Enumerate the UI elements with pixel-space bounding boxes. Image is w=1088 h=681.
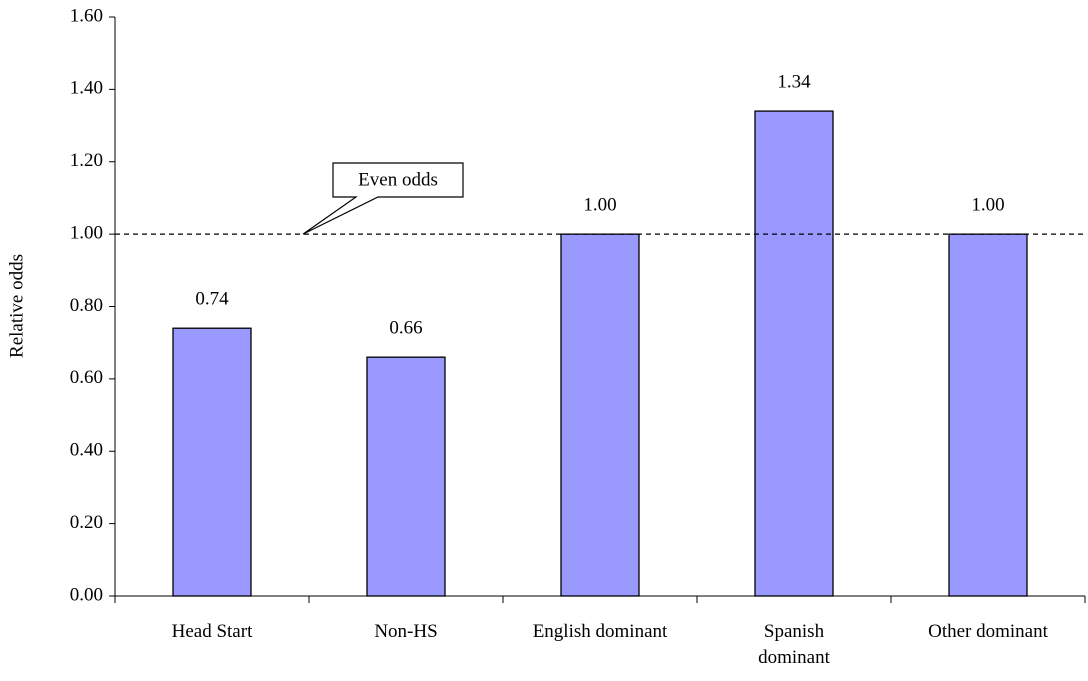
- y-tick-label: 0.80: [70, 295, 103, 316]
- y-tick-label: 0.60: [70, 367, 103, 388]
- y-tick-label: 0.20: [70, 512, 103, 533]
- y-tick-label: 1.60: [70, 5, 103, 26]
- x-tick-label: English dominant: [532, 621, 668, 642]
- annotation: Even odds: [358, 169, 438, 190]
- bar: [560, 233, 640, 597]
- x-tick-label: Non-HS: [374, 621, 438, 642]
- y-tick-label: 0.40: [70, 440, 103, 461]
- data-label: 1.34: [777, 71, 811, 92]
- data-label: 0.66: [389, 318, 422, 339]
- bar: [754, 110, 834, 597]
- callout: [302, 162, 464, 235]
- x-tick-label: Head Start: [171, 621, 253, 642]
- y-tick-label: 1.00: [70, 222, 103, 243]
- x-tick-label: Spanish dominant: [758, 621, 830, 668]
- bar: [172, 327, 252, 597]
- y-tick-label: 0.00: [70, 584, 103, 605]
- y-axis-label: Relative odds: [6, 254, 27, 358]
- y-tick-label: 1.40: [70, 78, 103, 99]
- bar: [366, 356, 446, 597]
- bar: [948, 233, 1028, 597]
- data-label: 0.74: [195, 289, 229, 310]
- x-tick-label: Other dominant: [928, 621, 1048, 642]
- data-label: 1.00: [583, 194, 616, 215]
- data-label: 1.00: [971, 194, 1004, 215]
- y-tick-label: 1.20: [70, 150, 103, 171]
